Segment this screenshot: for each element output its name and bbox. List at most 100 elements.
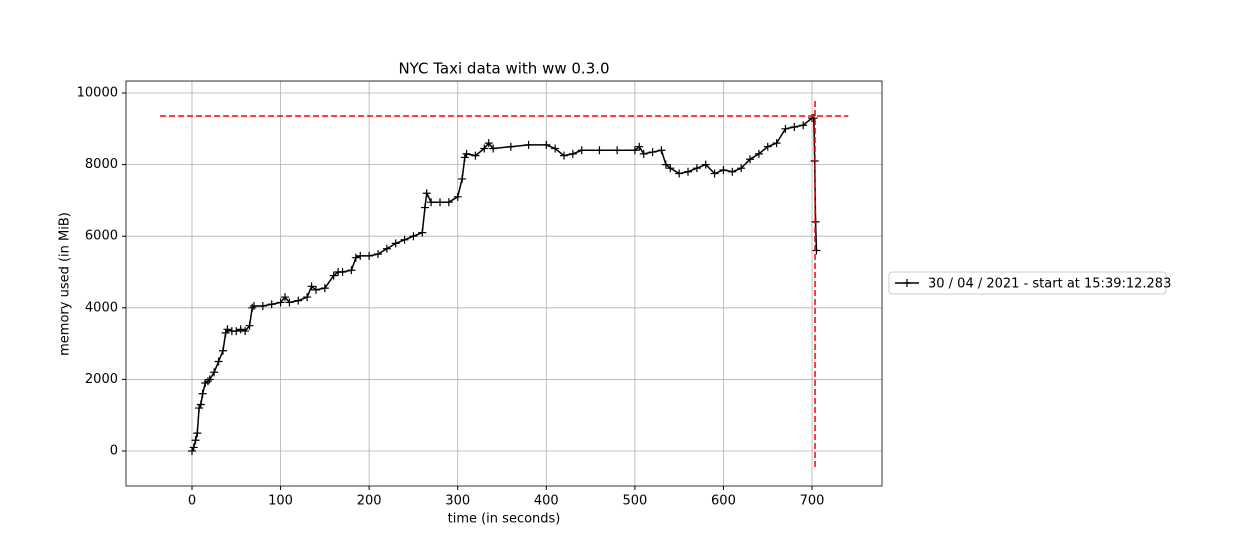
point-marker [657, 146, 666, 155]
point-marker [524, 140, 533, 149]
point-marker [276, 298, 285, 307]
point-marker [311, 285, 320, 294]
y-tick-label: 2000 [85, 372, 118, 387]
point-marker [241, 327, 250, 336]
point-marker [205, 375, 214, 384]
point-marker [639, 149, 648, 158]
y-tick-label: 4000 [85, 300, 118, 315]
point-marker [613, 146, 622, 155]
point-marker [347, 266, 356, 275]
x-tick-label: 600 [711, 494, 736, 509]
point-marker [218, 346, 227, 355]
plot-frame [125, 80, 883, 487]
point-marker [245, 321, 254, 330]
point-marker [374, 250, 382, 259]
point-marker [280, 293, 289, 302]
legend-label: 30 / 04 / 2021 - start at 15:39:12.283 [928, 277, 1171, 292]
point-marker [427, 198, 436, 207]
point-marker [772, 139, 781, 148]
point-marker [790, 123, 799, 132]
y-tick-label: 0 [110, 444, 118, 459]
x-tick-label: 300 [445, 494, 470, 509]
point-marker [436, 198, 445, 207]
point-marker [365, 251, 374, 260]
point-marker [232, 327, 241, 336]
point-marker [595, 146, 604, 155]
point-marker [195, 404, 204, 413]
point-marker [223, 325, 232, 334]
point-marker [329, 271, 338, 280]
point-marker [391, 239, 400, 248]
point-marker [754, 149, 763, 158]
point-marker [191, 436, 200, 445]
point-marker [285, 298, 294, 307]
point-marker [462, 149, 471, 158]
point-marker [187, 447, 196, 456]
point-marker [471, 151, 480, 160]
x-tick-label: 0 [188, 494, 196, 509]
point-marker [420, 203, 429, 212]
point-marker [249, 302, 258, 311]
point-marker [710, 169, 719, 178]
point-marker [444, 198, 453, 207]
point-marker [351, 253, 360, 262]
point-marker [422, 189, 431, 198]
point-marker [666, 164, 675, 173]
point-marker [453, 192, 462, 201]
point-marker [460, 153, 469, 162]
point-marker [214, 357, 223, 366]
point-marker [763, 142, 772, 151]
x-tick-label: 500 [622, 494, 647, 509]
x-tick-label: 700 [800, 494, 825, 509]
point-marker [356, 251, 365, 260]
point-marker [258, 302, 267, 311]
point-marker [203, 377, 212, 386]
point-marker [719, 165, 728, 174]
point-marker [781, 124, 790, 133]
point-marker [737, 164, 746, 173]
legend-box [888, 271, 1167, 295]
point-marker [799, 121, 808, 130]
point-marker [542, 140, 551, 149]
point-marker [338, 268, 347, 277]
x-axis-label: time (in seconds) [448, 512, 561, 527]
point-marker [701, 160, 710, 169]
point-marker [418, 228, 427, 237]
legend: 30 / 04 / 2021 - start at 15:39:12.283 [888, 271, 1171, 295]
point-marker [684, 167, 693, 176]
x-tick-label: 200 [357, 494, 382, 509]
point-marker [294, 296, 303, 305]
point-marker [303, 293, 312, 302]
y-tick-label: 10000 [77, 85, 118, 100]
point-marker [189, 443, 198, 452]
point-marker [458, 174, 467, 183]
point-marker [484, 139, 493, 148]
point-marker [577, 146, 586, 155]
point-marker [630, 146, 639, 155]
point-marker [236, 325, 245, 334]
point-marker [568, 149, 577, 158]
chart-title: NYC Taxi data with ww 0.3.0 [398, 60, 609, 78]
point-marker [320, 284, 329, 293]
point-marker [551, 144, 560, 153]
point-marker [812, 246, 821, 255]
y-tick-label: 6000 [85, 229, 118, 244]
point-marker [635, 142, 644, 151]
point-marker [409, 232, 418, 241]
point-marker [728, 167, 737, 176]
point-marker [196, 400, 205, 409]
point-marker [221, 328, 230, 337]
x-tick-label: 100 [268, 494, 293, 509]
point-marker [675, 169, 684, 178]
point-marker [489, 144, 498, 153]
point-marker [307, 282, 316, 291]
x-tick-label: 400 [534, 494, 559, 509]
point-marker [193, 429, 202, 438]
point-marker [198, 389, 207, 398]
point-marker [692, 164, 701, 173]
point-marker [480, 144, 489, 153]
point-marker [267, 300, 276, 309]
point-marker [400, 235, 409, 244]
